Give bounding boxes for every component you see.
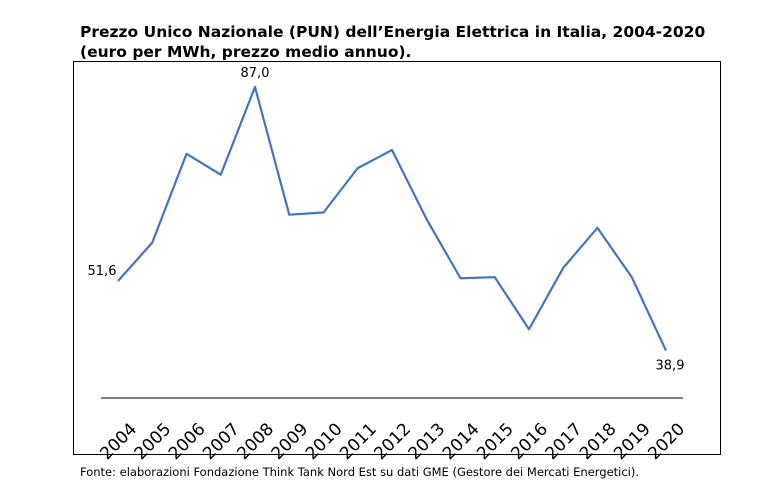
data-label: 51,6	[88, 264, 117, 279]
x-tick-label: 2015	[473, 419, 518, 464]
x-tick-label: 2018	[576, 419, 621, 464]
data-label: 87,0	[241, 66, 270, 81]
x-tick-label: 2017	[542, 419, 587, 464]
x-tick-label: 2010	[302, 419, 347, 464]
x-tick-label: 2012	[370, 419, 415, 464]
x-tick-label: 2004	[96, 419, 141, 464]
x-tick-label: 2008	[233, 419, 278, 464]
x-tick-label: 2006	[165, 419, 210, 464]
series-line	[117, 85, 667, 352]
x-tick-label: 2019	[610, 419, 655, 464]
source-note: Fonte: elaborazioni Fondazione Think Tan…	[80, 465, 640, 479]
chart-frame	[73, 61, 721, 455]
x-tick-label: 2005	[131, 419, 176, 464]
chart-title: Prezzo Unico Nazionale (PUN) dell’Energi…	[80, 23, 706, 61]
x-tick-label: 2011	[336, 419, 381, 464]
data-label: 38,9	[656, 359, 685, 374]
x-tick-label: 2016	[507, 419, 552, 464]
x-tick-label: 2014	[439, 419, 484, 464]
x-tick-label: 2013	[405, 419, 450, 464]
x-tick-label: 2007	[199, 419, 244, 464]
x-tick-label: 2020	[644, 419, 689, 464]
x-tick-label: 2009	[268, 419, 313, 464]
